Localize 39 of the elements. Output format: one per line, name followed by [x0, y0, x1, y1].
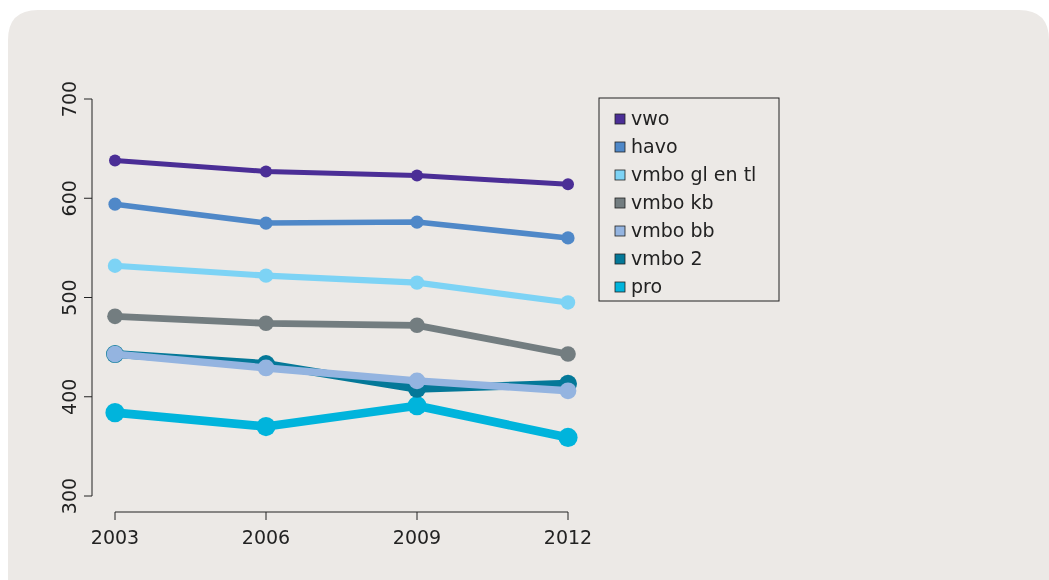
- point: [407, 396, 427, 416]
- legend-label: pro: [631, 275, 663, 297]
- x-tick-label: 2006: [241, 526, 291, 548]
- point: [256, 416, 276, 437]
- point: [561, 231, 575, 245]
- point: [105, 403, 125, 423]
- legend-label: vmbo 2: [631, 247, 703, 269]
- legend-label: havo: [631, 135, 678, 157]
- point: [558, 427, 578, 448]
- point: [108, 197, 122, 211]
- point: [409, 275, 425, 290]
- point: [562, 178, 574, 191]
- legend-label: vwo: [631, 107, 670, 129]
- x-tick-label: 2003: [90, 526, 140, 548]
- point: [109, 154, 121, 167]
- x-tick-label: 2009: [392, 526, 442, 548]
- point: [560, 346, 576, 362]
- point: [260, 165, 272, 178]
- y-tick-label: 500: [58, 279, 80, 316]
- x-tick-label: 2012: [543, 526, 593, 548]
- y-tick-label: 700: [58, 80, 80, 118]
- y-tick-label: 300: [58, 477, 80, 515]
- point: [560, 295, 576, 310]
- point: [259, 216, 273, 230]
- point: [258, 268, 274, 283]
- legend-label: vmbo gl en tl: [631, 163, 757, 185]
- point: [107, 308, 123, 325]
- point: [410, 215, 424, 229]
- point: [258, 315, 274, 332]
- legend-label: vmbo kb: [631, 191, 714, 213]
- point: [257, 359, 275, 377]
- point: [408, 372, 426, 390]
- point: [409, 317, 425, 334]
- point: [559, 382, 577, 400]
- legend-label: vmbo bb: [631, 219, 715, 241]
- y-tick-label: 600: [58, 180, 80, 217]
- point: [107, 258, 123, 273]
- point: [411, 169, 423, 182]
- y-tick-label: 400: [58, 378, 80, 415]
